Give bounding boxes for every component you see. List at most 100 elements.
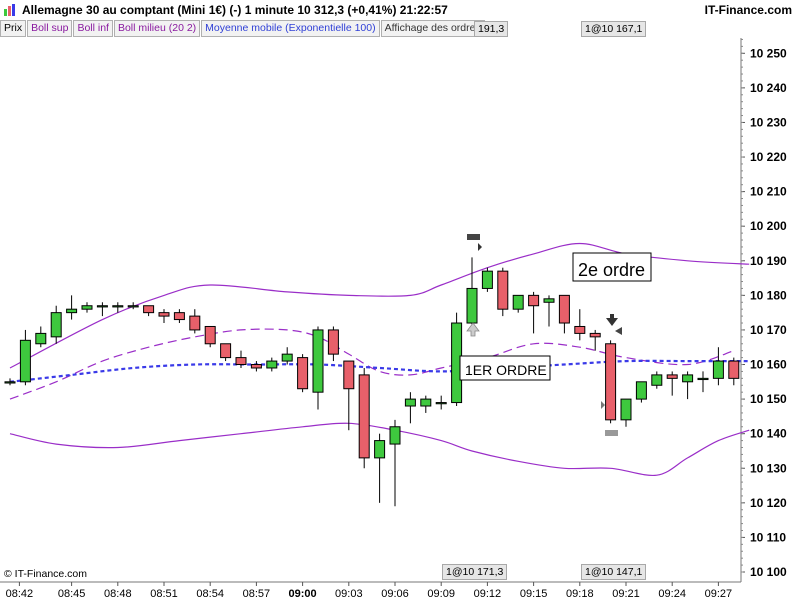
order-tag-bottom-left: 1@10 171,3 <box>442 564 508 580</box>
bollinger-middle-line <box>9 328 734 400</box>
y-tick-label: 10 250 <box>750 46 787 60</box>
y-tick-label: 10 150 <box>750 392 787 406</box>
candle-up <box>4 381 16 384</box>
candle-up <box>635 381 647 400</box>
order-pointer-small-icon <box>601 401 605 409</box>
y-tick-label: 10 220 <box>750 150 787 164</box>
candle-up <box>620 398 632 421</box>
candle-down <box>235 357 247 366</box>
candle-up <box>682 374 694 383</box>
price-tag-left: 191,3 <box>474 21 509 37</box>
annotation-second-order: 2e ordre <box>578 260 645 280</box>
y-tick-label: 10 200 <box>750 219 787 233</box>
plot-area <box>0 38 741 582</box>
x-tick-label: 09:09 <box>427 588 455 600</box>
candle-up <box>512 294 524 310</box>
candle-down <box>173 312 185 321</box>
y-tick-label: 10 160 <box>750 358 787 372</box>
sell-arrow-icon <box>606 314 618 326</box>
candle-down <box>574 325 586 334</box>
candle-up <box>112 305 124 308</box>
y-tick-label: 10 170 <box>750 323 787 337</box>
x-tick-label: 08:57 <box>243 588 271 600</box>
legend-item-5[interactable]: Affichage des ordres <box>380 20 485 37</box>
x-tick-label: 09:03 <box>335 588 363 600</box>
x-tick-label: 09:27 <box>705 588 733 600</box>
candle-up <box>266 360 278 369</box>
candle-up <box>404 398 416 407</box>
candle-up <box>420 398 432 407</box>
order-tag-top: 1@10 167,1 <box>581 21 647 37</box>
y-tick-label: 10 190 <box>750 254 787 268</box>
annotation-second-order-box <box>572 252 652 282</box>
title-bar: Allemagne 30 au comptant (Mini 1€) (-) 1… <box>0 0 800 20</box>
order-pointer-right-icon <box>615 327 622 335</box>
candle-down <box>297 357 309 390</box>
legend-item-0[interactable]: Prix <box>0 20 27 37</box>
annotation-first-order-box <box>459 355 551 381</box>
candle-down <box>528 294 540 307</box>
legend-bar: Prix Boll sup Boll inf Boll milieu (20 2) Mo… <box>0 20 486 37</box>
candle-up <box>96 305 108 308</box>
bollinger-lower-line <box>9 422 750 477</box>
y-tick-label: 10 210 <box>750 185 787 199</box>
legend-item-1[interactable]: Boll sup <box>27 20 73 37</box>
candle-down <box>728 360 740 379</box>
candle-down <box>605 343 617 421</box>
chart-title: Allemagne 30 au comptant (Mini 1€) (-) 1… <box>22 3 448 17</box>
x-tick-label: 08:51 <box>150 588 178 600</box>
x-tick-label: 09:00 <box>289 588 317 600</box>
candle-up <box>281 353 293 362</box>
candle-down <box>358 374 370 459</box>
order-marker-bottom-icon <box>605 430 618 436</box>
legend-item-4[interactable]: Moyenne mobile (Exponentielle 100) <box>201 20 380 37</box>
x-tick-label: 09:12 <box>474 588 502 600</box>
candle-down <box>250 364 262 369</box>
y-tick-label: 10 110 <box>750 530 786 544</box>
x-tick-label: 08:54 <box>196 588 224 600</box>
candle-up <box>374 440 386 459</box>
candle-down <box>220 343 232 359</box>
y-tick-label: 10 180 <box>750 288 787 302</box>
candle-up <box>312 329 324 393</box>
candle-up <box>50 312 62 338</box>
x-tick-label: 09:15 <box>520 588 548 600</box>
y-tick-label: 10 240 <box>750 81 787 95</box>
x-tick-label: 08:48 <box>104 588 132 600</box>
bollinger-upper-line <box>9 242 750 369</box>
candle-down <box>158 312 170 317</box>
candle-up <box>435 402 447 405</box>
order-marker-top-icon <box>467 234 480 240</box>
candle-up <box>35 332 47 345</box>
candle-down <box>558 294 570 324</box>
candle-up <box>651 374 663 386</box>
x-tick-label: 08:42 <box>6 588 34 600</box>
annotation-first-order: 1ER ORDRE <box>465 362 547 378</box>
order-pointer-icon <box>478 243 482 251</box>
candle-up <box>466 287 478 324</box>
order-tag-bottom-right: 1@10 147,1 <box>581 564 647 580</box>
brand-label: IT-Finance.com <box>704 3 792 17</box>
candle-up <box>481 270 493 289</box>
legend-item-3[interactable]: Boll milieu (20 2) <box>113 20 201 37</box>
y-tick-label: 10 120 <box>750 496 787 510</box>
candle-up <box>19 339 31 383</box>
x-tick-label: 09:18 <box>566 588 594 600</box>
ema100-line <box>9 359 750 383</box>
candle-down <box>143 305 155 314</box>
legend-item-2[interactable]: Boll inf <box>73 20 113 37</box>
candle-down <box>343 360 355 390</box>
candle-down <box>204 325 216 345</box>
candle-down <box>189 315 201 331</box>
candle-up <box>389 426 401 445</box>
candle-down <box>666 374 678 379</box>
candle-up <box>66 308 78 314</box>
candle-up <box>712 360 724 379</box>
chart-logo-icon <box>4 4 15 16</box>
y-tick-label: 10 230 <box>750 115 787 129</box>
candle-down <box>589 332 601 338</box>
y-tick-label: 10 130 <box>750 461 787 475</box>
x-tick-label: 09:21 <box>612 588 640 600</box>
buy-arrow-icon <box>466 322 480 337</box>
